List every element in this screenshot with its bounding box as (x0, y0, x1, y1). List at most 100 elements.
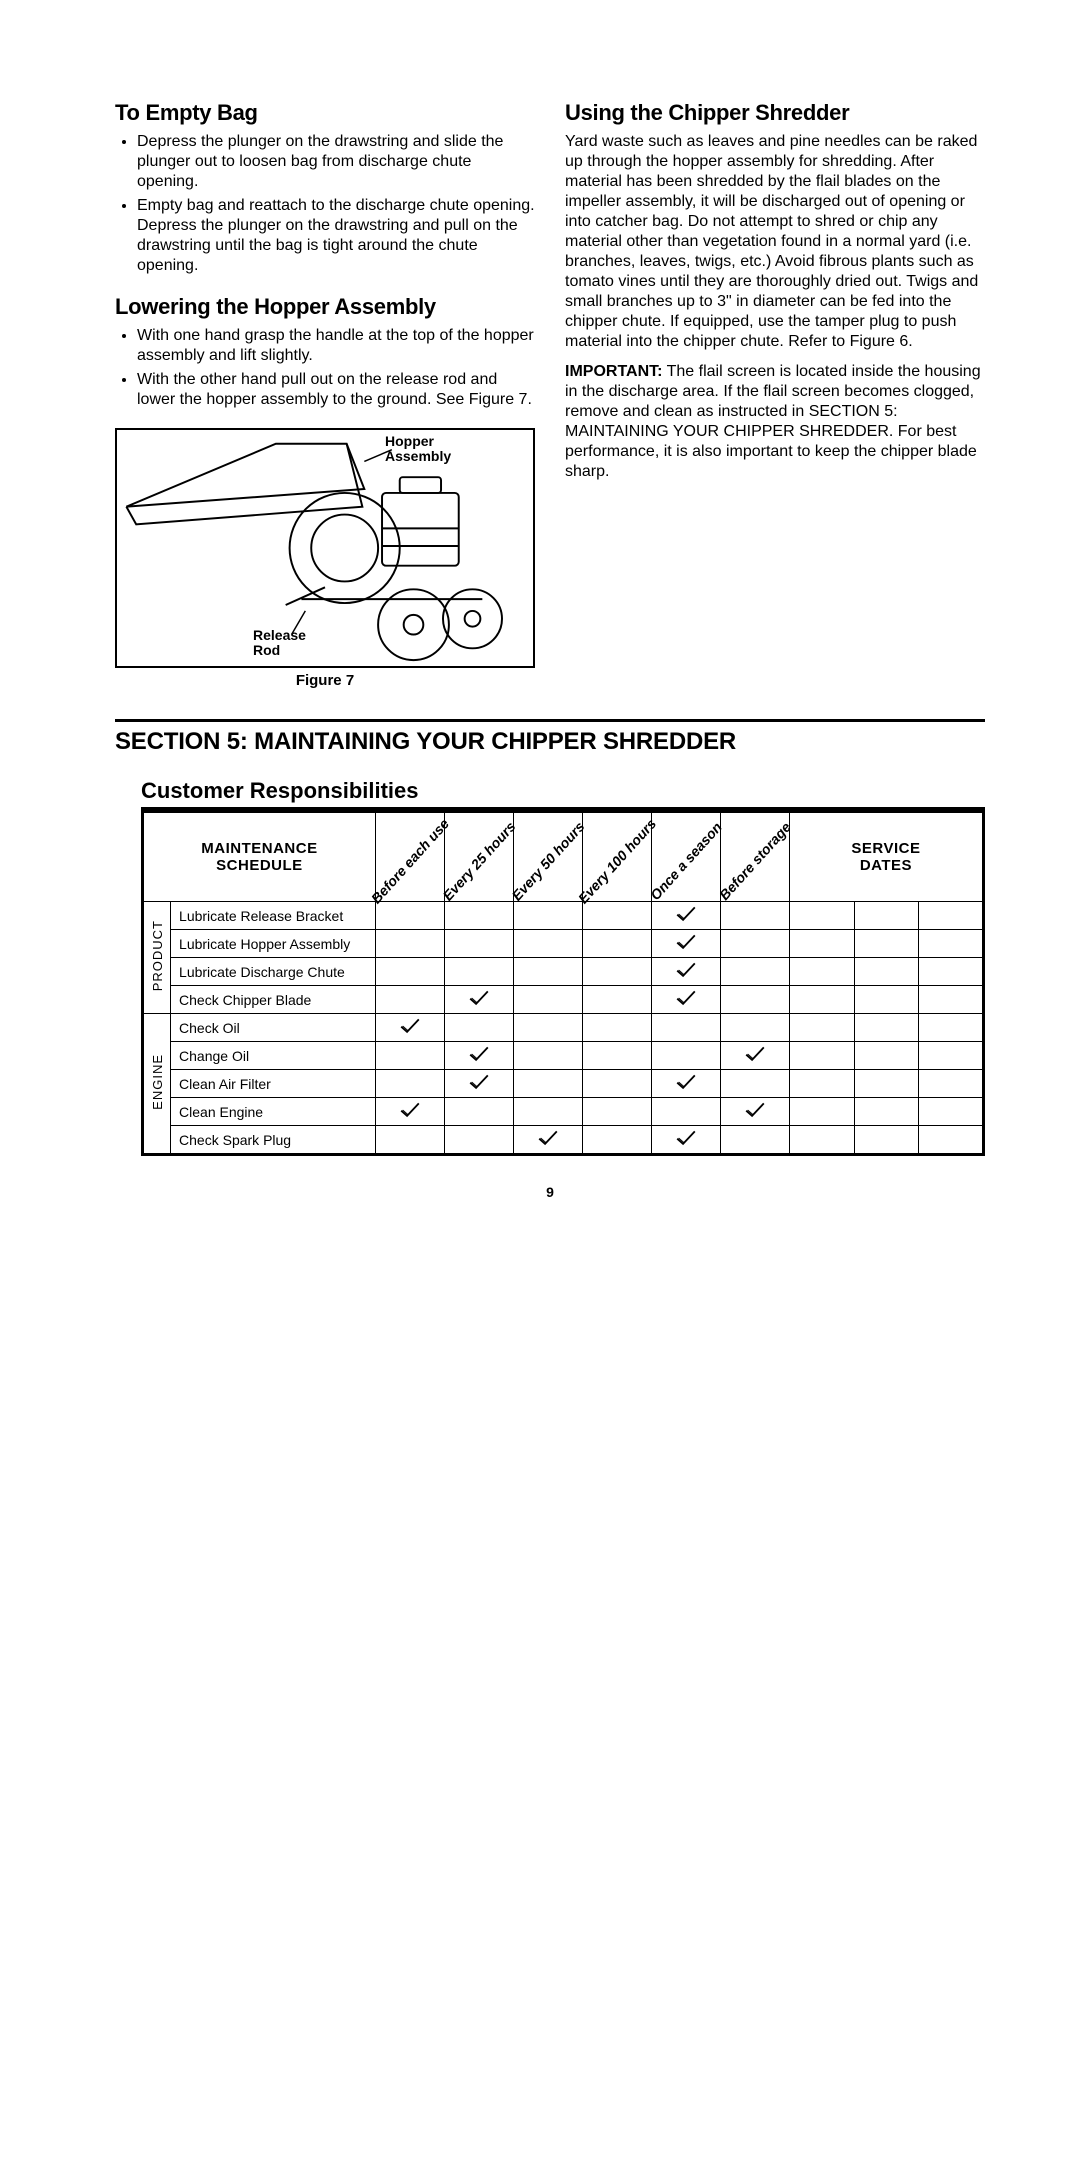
table-check-cell (582, 1126, 651, 1155)
table-service-date-cell (854, 930, 919, 958)
table-check-cell (513, 1126, 582, 1155)
list-item: With one hand grasp the handle at the to… (137, 326, 535, 366)
table-check-cell (513, 1042, 582, 1070)
table-check-cell (720, 986, 789, 1014)
figure-label-hopper: HopperAssembly (385, 434, 451, 465)
table-check-cell (444, 1098, 513, 1126)
table-check-cell (720, 930, 789, 958)
table-row: Lubricate Discharge Chute (143, 958, 984, 986)
table-check-cell (651, 1098, 720, 1126)
table-check-cell (651, 1014, 720, 1042)
two-column-layout: To Empty Bag Depress the plunger on the … (115, 100, 985, 689)
table-check-cell (720, 1098, 789, 1126)
table-check-cell (513, 1070, 582, 1098)
table-header-schedule: MAINTENANCESCHEDULE (143, 812, 376, 902)
table-service-date-cell (919, 1070, 984, 1098)
empty-bag-list: Depress the plunger on the drawstring an… (115, 132, 535, 276)
table-service-date-cell (789, 1126, 854, 1155)
table-check-cell (444, 1042, 513, 1070)
maintenance-schedule-table: MAINTENANCESCHEDULEBefore each useEvery … (141, 810, 985, 1156)
table-check-cell (375, 1014, 444, 1042)
table-check-cell (651, 902, 720, 930)
table-header-interval: Every 25 hours (444, 812, 513, 902)
table-header-service-dates: SERVICEDATES (789, 812, 983, 902)
table-service-date-cell (854, 1014, 919, 1042)
figure-label-release: ReleaseRod (253, 628, 306, 659)
table-task: Check Spark Plug (171, 1126, 376, 1155)
table-check-cell (513, 930, 582, 958)
figure-7-caption: Figure 7 (115, 672, 535, 689)
table-check-cell (375, 930, 444, 958)
figure-7-frame: HopperAssembly ReleaseRod (115, 428, 535, 668)
table-service-date-cell (789, 1098, 854, 1126)
table-task: Lubricate Discharge Chute (171, 958, 376, 986)
table-task: Clean Engine (171, 1098, 376, 1126)
table-service-date-cell (789, 986, 854, 1014)
table-service-date-cell (919, 1098, 984, 1126)
table-row: Clean Engine (143, 1098, 984, 1126)
table-service-date-cell (854, 1126, 919, 1155)
table-service-date-cell (919, 930, 984, 958)
table-check-cell (651, 958, 720, 986)
table-check-cell (582, 902, 651, 930)
table-task: Check Oil (171, 1014, 376, 1042)
right-column: Using the Chipper Shredder Yard waste su… (565, 100, 985, 689)
table-check-cell (444, 902, 513, 930)
table-check-cell (375, 902, 444, 930)
lowering-hopper-heading: Lowering the Hopper Assembly (115, 294, 535, 320)
table-header-interval: Every 100 hours (582, 812, 651, 902)
table-check-cell (720, 1014, 789, 1042)
table-service-date-cell (919, 986, 984, 1014)
table-service-date-cell (919, 1126, 984, 1155)
table-check-cell (375, 958, 444, 986)
table-task: Clean Air Filter (171, 1070, 376, 1098)
table-service-date-cell (919, 902, 984, 930)
table-category: PRODUCT (143, 902, 171, 1014)
list-item: Depress the plunger on the drawstring an… (137, 132, 535, 192)
page-number: 9 (115, 1184, 985, 1200)
table-service-date-cell (854, 1042, 919, 1070)
table-check-cell (375, 986, 444, 1014)
important-paragraph: IMPORTANT: The flail screen is located i… (565, 362, 985, 482)
table-check-cell (375, 1126, 444, 1155)
customer-responsibilities-heading: Customer Responsibilities (141, 778, 985, 804)
important-label: IMPORTANT: (565, 363, 662, 380)
table-task: Lubricate Hopper Assembly (171, 930, 376, 958)
table-check-cell (651, 1070, 720, 1098)
table-header-interval: Before storage (720, 812, 789, 902)
table-check-cell (375, 1098, 444, 1126)
table-service-date-cell (919, 1014, 984, 1042)
table-check-cell (513, 902, 582, 930)
table-service-date-cell (854, 986, 919, 1014)
table-check-cell (444, 1070, 513, 1098)
table-check-cell (582, 1014, 651, 1042)
table-check-cell (444, 1126, 513, 1155)
table-row: Clean Air Filter (143, 1070, 984, 1098)
table-header-interval: Every 50 hours (513, 812, 582, 902)
table-check-cell (513, 958, 582, 986)
section-divider (115, 719, 985, 722)
table-check-cell (444, 1014, 513, 1042)
section-5-title: SECTION 5: MAINTAINING YOUR CHIPPER SHRE… (115, 728, 985, 756)
table-service-date-cell (789, 958, 854, 986)
table-row: Check Chipper Blade (143, 986, 984, 1014)
using-cs-paragraph: Yard waste such as leaves and pine needl… (565, 132, 985, 352)
table-row: Lubricate Hopper Assembly (143, 930, 984, 958)
table-task: Check Chipper Blade (171, 986, 376, 1014)
table-row: PRODUCTLubricate Release Bracket (143, 902, 984, 930)
table-check-cell (513, 1098, 582, 1126)
table-check-cell (720, 1070, 789, 1098)
important-text: The flail screen is located inside the h… (565, 363, 981, 480)
table-header-interval: Before each use (375, 812, 444, 902)
table-check-cell (582, 930, 651, 958)
table-check-cell (651, 930, 720, 958)
table-service-date-cell (854, 902, 919, 930)
table-row: Check Spark Plug (143, 1126, 984, 1155)
table-check-cell (444, 958, 513, 986)
table-task: Lubricate Release Bracket (171, 902, 376, 930)
table-service-date-cell (789, 902, 854, 930)
table-check-cell (720, 1126, 789, 1155)
table-check-cell (651, 1126, 720, 1155)
table-header-interval: Once a season (651, 812, 720, 902)
table-service-date-cell (789, 930, 854, 958)
